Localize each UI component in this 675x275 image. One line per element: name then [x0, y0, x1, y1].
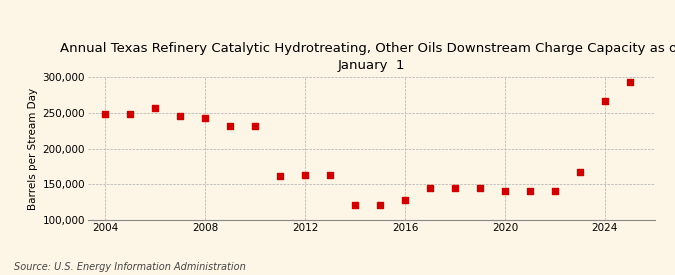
Point [599, 98, 610, 103]
Point [275, 174, 286, 178]
Point [624, 80, 635, 84]
Title: Annual Texas Refinery Catalytic Hydrotreating, Other Oils Downstream Charge Capa: Annual Texas Refinery Catalytic Hydrotre… [60, 42, 675, 72]
Point [100, 112, 111, 116]
Point [200, 116, 211, 121]
Point [375, 203, 385, 207]
Point [574, 170, 585, 174]
Point [450, 186, 460, 190]
Point [350, 203, 360, 207]
Point [549, 189, 560, 194]
Point [500, 188, 510, 193]
Point [250, 124, 261, 128]
Point [425, 186, 435, 190]
Point [400, 198, 410, 202]
Point [150, 106, 161, 110]
Point [175, 113, 186, 118]
Point [300, 173, 310, 177]
Point [125, 112, 136, 116]
Text: Source: U.S. Energy Information Administration: Source: U.S. Energy Information Administ… [14, 262, 245, 272]
Point [524, 189, 535, 194]
Y-axis label: Barrels per Stream Day: Barrels per Stream Day [28, 87, 38, 210]
Point [225, 124, 236, 128]
Point [325, 173, 335, 177]
Point [475, 186, 485, 190]
